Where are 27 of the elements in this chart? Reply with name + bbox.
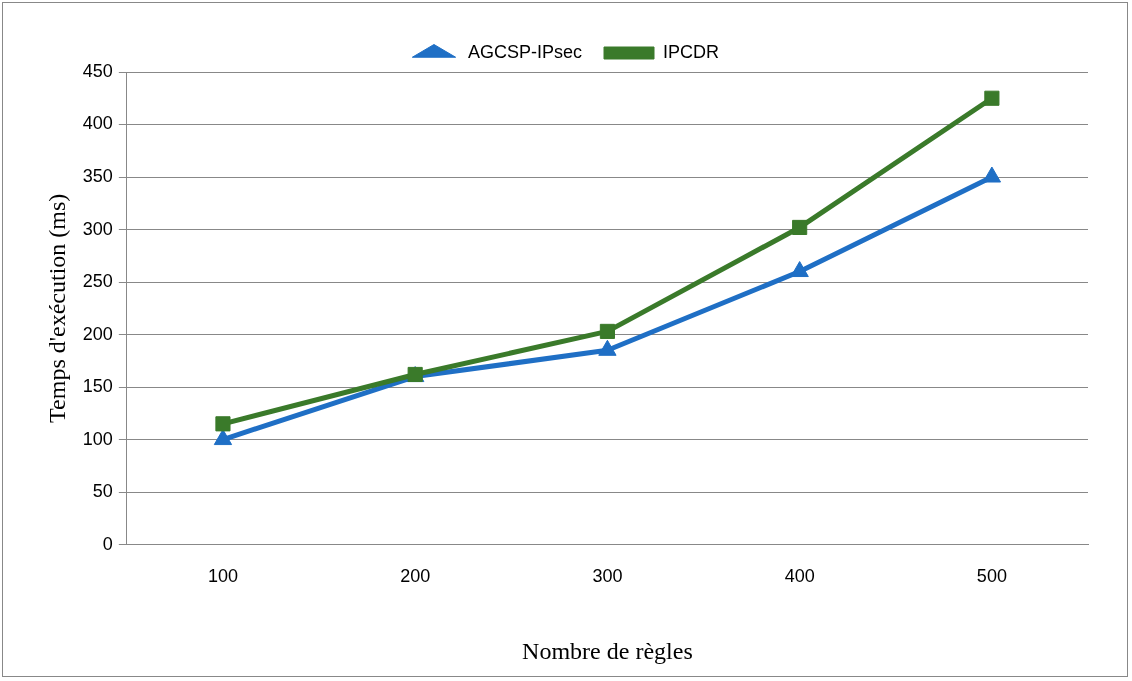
legend-label: AGCSP-IPsec	[467, 41, 583, 62]
y-axis-title: Temps d'exécution (ms)	[43, 193, 70, 423]
x-tick-label: 400	[784, 566, 815, 587]
point	[213, 429, 233, 446]
point	[792, 219, 808, 235]
y-tick-label: 100	[82, 428, 113, 449]
point	[598, 339, 617, 356]
y-tick-label: 150	[82, 376, 113, 397]
x-tick-label: 200	[400, 566, 431, 587]
x-tick-label: 100	[207, 566, 238, 587]
y-tick-label: 350	[82, 165, 113, 186]
y-tick-label: 50	[92, 481, 113, 502]
x-tick-label: 500	[976, 566, 1007, 587]
legend-label: IPCDR	[663, 41, 720, 62]
point	[790, 261, 809, 278]
y-tick-label: 250	[82, 271, 113, 292]
y-tick-label: 400	[82, 113, 113, 134]
y-tick-label: 200	[82, 323, 113, 344]
y-tick-label: 300	[82, 218, 113, 239]
point	[984, 90, 1000, 106]
point	[982, 166, 1002, 183]
y-tick-label: 0	[102, 533, 113, 554]
x-axis-title: Nombre de règles	[522, 637, 693, 664]
point	[599, 323, 615, 339]
point	[215, 416, 231, 432]
y-tick-label: 450	[82, 60, 113, 81]
x-tick-label: 300	[592, 566, 623, 587]
